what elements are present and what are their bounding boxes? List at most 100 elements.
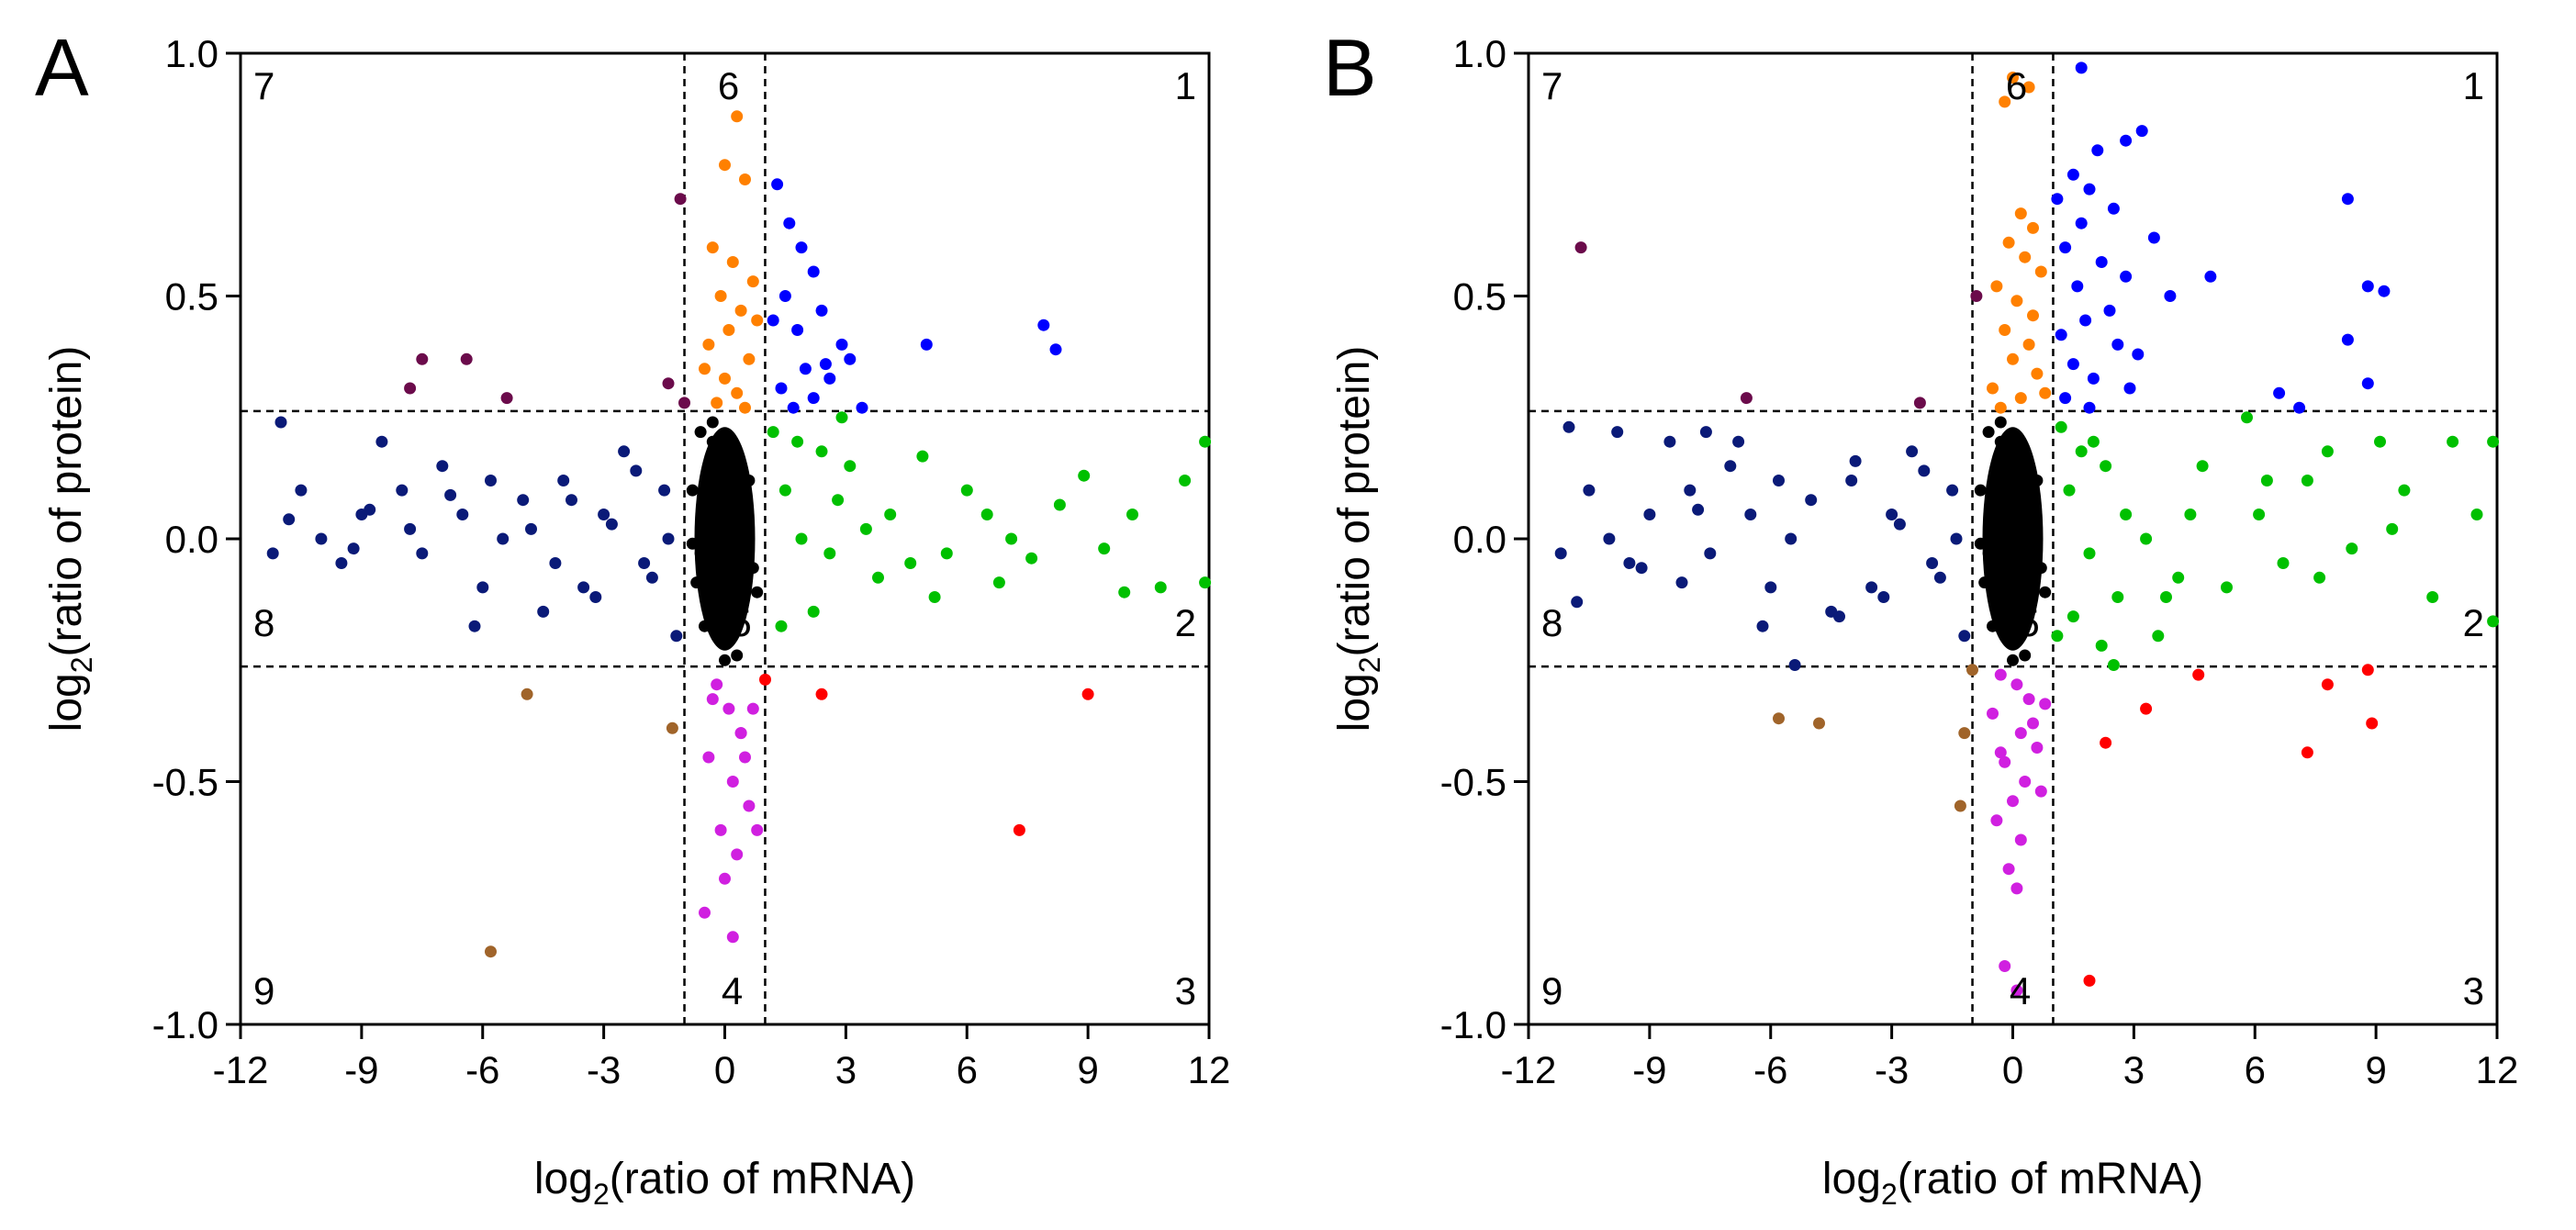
data-point-r8-2 xyxy=(1603,532,1616,545)
y-tick-label: 0.0 xyxy=(165,518,218,561)
data-point-r2-13 xyxy=(807,605,820,618)
data-point-r8-1 xyxy=(1583,484,1596,497)
data-point-r2-0 xyxy=(767,426,779,439)
data-point-r1-11 xyxy=(775,382,788,395)
data-point-r1-9 xyxy=(2147,231,2160,244)
data-point-r8-1 xyxy=(295,484,308,497)
data-point-r1-29 xyxy=(2361,377,2374,390)
data-point-r1-8 xyxy=(2075,217,2088,229)
data-point-r6-15 xyxy=(699,363,711,375)
data-point-r2-19 xyxy=(2374,435,2386,448)
y-axis-title-suffix: (ratio of protein) xyxy=(42,346,91,657)
data-point-r2-28 xyxy=(1118,586,1131,598)
region-label-5: 5 xyxy=(730,601,751,644)
data-point-r1-0 xyxy=(2075,62,2088,74)
data-point-r8-7 xyxy=(1704,547,1717,560)
data-point-r4-16 xyxy=(2027,717,2039,730)
y-axis-title-prefix: log xyxy=(1330,673,1379,732)
data-point-r8-3 xyxy=(1623,557,1636,569)
data-point-r6-14 xyxy=(739,401,751,414)
data-point-r8-23 xyxy=(347,542,360,555)
panel-label: A xyxy=(35,22,89,113)
data-point-r2-29 xyxy=(2386,522,2399,535)
data-point-r8-29 xyxy=(1788,659,1801,671)
data-point-r1-4 xyxy=(778,290,791,302)
data-point-r5-27 xyxy=(2039,586,2052,598)
data-point-r4-2 xyxy=(2022,693,2035,706)
data-point-r1-17 xyxy=(2204,270,2217,283)
data-point-r8-4 xyxy=(1643,509,1656,520)
data-point-r8-9 xyxy=(456,509,469,520)
data-point-r8-35 xyxy=(1933,571,1946,584)
data-point-r4-1 xyxy=(722,702,735,715)
data-point-r1-9 xyxy=(799,363,812,375)
data-point-r2-28 xyxy=(2313,571,2326,584)
data-point-r6-13 xyxy=(711,397,723,409)
data-point-r8-24 xyxy=(364,503,376,516)
data-point-r1-16 xyxy=(2079,314,2092,327)
y-tick-label: 0.5 xyxy=(1453,275,1506,319)
data-point-r6-10 xyxy=(2027,309,2039,322)
data-point-r2-31 xyxy=(2160,591,2172,603)
data-point-r2-34 xyxy=(2107,659,2120,671)
data-point-r6-1 xyxy=(2022,81,2035,94)
data-point-r7-0 xyxy=(416,352,429,365)
data-point-r2-27 xyxy=(992,576,1005,589)
data-point-r6-14 xyxy=(2031,367,2044,380)
data-point-r6-6 xyxy=(2019,251,2032,263)
data-point-r5-17 xyxy=(2019,649,2032,662)
data-point-r2-24 xyxy=(1179,475,1192,486)
data-point-r8-31 xyxy=(566,494,577,507)
x-tick-label: -9 xyxy=(344,1048,378,1091)
data-point-r9-2 xyxy=(666,721,678,734)
region-label-9: 9 xyxy=(1541,969,1562,1012)
data-point-r6-15 xyxy=(1987,382,1999,395)
data-point-r8-6 xyxy=(1684,484,1697,497)
data-point-r1-27 xyxy=(2378,285,2391,297)
data-point-r8-16 xyxy=(598,509,610,520)
data-point-r2-17 xyxy=(1005,532,1018,545)
data-point-r9-1 xyxy=(485,945,497,958)
data-point-r2-20 xyxy=(2398,484,2411,497)
panel-label: B xyxy=(1323,22,1377,113)
data-point-r1-2 xyxy=(2120,134,2133,147)
y-axis-title: log2(ratio of protein) xyxy=(1330,346,1386,732)
data-point-r1-13 xyxy=(856,401,868,414)
x-axis-title-sub: 2 xyxy=(593,1178,610,1211)
data-point-r8-0 xyxy=(274,416,287,429)
data-point-r5-0 xyxy=(1982,426,1995,439)
data-point-r1-3 xyxy=(2091,144,2104,157)
region-label-3: 3 xyxy=(1175,969,1196,1012)
data-point-r8-33 xyxy=(605,518,618,531)
data-point-r7-1 xyxy=(460,352,473,365)
data-point-r8-30 xyxy=(1833,610,1845,623)
data-point-r2-1 xyxy=(2075,445,2088,458)
data-point-r7-2 xyxy=(1913,397,1926,409)
data-point-r8-28 xyxy=(485,475,497,486)
data-point-r4-12 xyxy=(2002,863,2015,876)
data-point-r2-33 xyxy=(2051,630,2064,643)
data-point-r6-6 xyxy=(714,290,727,302)
data-point-r8-19 xyxy=(658,484,671,497)
region-label-8: 8 xyxy=(253,601,274,644)
data-point-r8-34 xyxy=(1918,464,1931,477)
x-axis-title-sub: 2 xyxy=(1881,1178,1898,1211)
x-axis-title-prefix: log xyxy=(1822,1155,1881,1203)
data-point-r1-11 xyxy=(2095,256,2108,268)
x-tick-label: 0 xyxy=(2002,1048,2023,1091)
data-point-r2-32 xyxy=(2087,435,2100,448)
data-point-r1-21 xyxy=(2066,358,2079,371)
data-point-r2-2 xyxy=(815,445,828,458)
data-point-r2-7 xyxy=(2172,571,2185,584)
data-point-r4-15 xyxy=(2010,984,2023,997)
region-label-6: 6 xyxy=(718,64,739,107)
data-point-r6-0 xyxy=(731,110,744,123)
data-point-r8-28 xyxy=(1773,475,1785,486)
data-point-r8-12 xyxy=(1805,494,1818,507)
data-point-r6-11 xyxy=(719,372,731,385)
x-tick-label: -6 xyxy=(1753,1048,1787,1091)
data-point-r9-1 xyxy=(1813,717,1825,730)
data-point-r8-36 xyxy=(1950,532,1963,545)
data-point-r8-15 xyxy=(577,581,590,594)
data-point-r1-22 xyxy=(2087,372,2100,385)
